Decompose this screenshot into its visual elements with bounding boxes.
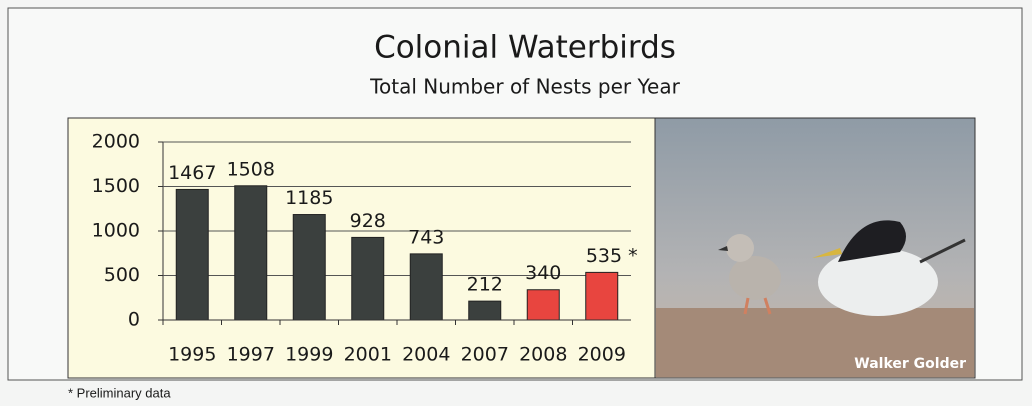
bar — [409, 253, 443, 321]
x-tick-label: 2009 — [578, 344, 626, 366]
bar — [292, 214, 326, 321]
photo-credit: Walker Golder — [854, 356, 966, 372]
photo — [654, 117, 976, 379]
x-tick-label: 1999 — [285, 344, 333, 366]
bar — [234, 185, 268, 321]
footnote: * Preliminary data — [68, 385, 171, 400]
value-label: 1508 — [227, 158, 275, 180]
y-tick-label: 2000 — [92, 131, 140, 153]
x-tick-label: 1997 — [227, 344, 275, 366]
bar — [526, 289, 560, 321]
y-tick-label: 1500 — [92, 175, 140, 197]
x-tick-label: 2008 — [519, 344, 567, 366]
value-label: 212 — [467, 274, 503, 296]
x-tick-label: 2004 — [402, 344, 450, 366]
value-label: 340 — [525, 262, 561, 284]
x-tick-label: 1995 — [168, 344, 216, 366]
value-label: 1467 — [168, 162, 216, 184]
bar — [468, 300, 502, 321]
chart-title: Colonial Waterbirds — [374, 30, 676, 66]
bar — [585, 271, 619, 321]
y-tick-label: 500 — [104, 264, 140, 286]
bar — [351, 236, 385, 321]
chart-subtitle: Total Number of Nests per Year — [369, 75, 680, 99]
value-label: 535 * — [586, 245, 638, 267]
value-label: 928 — [350, 210, 386, 232]
value-label: 743 — [408, 226, 444, 248]
x-tick-label: 2007 — [461, 344, 509, 366]
x-tick-label: 2001 — [344, 344, 392, 366]
y-tick-label: 1000 — [92, 220, 140, 242]
value-label: 1185 — [285, 187, 333, 209]
y-tick-label: 0 — [128, 309, 140, 331]
bar — [175, 188, 209, 321]
